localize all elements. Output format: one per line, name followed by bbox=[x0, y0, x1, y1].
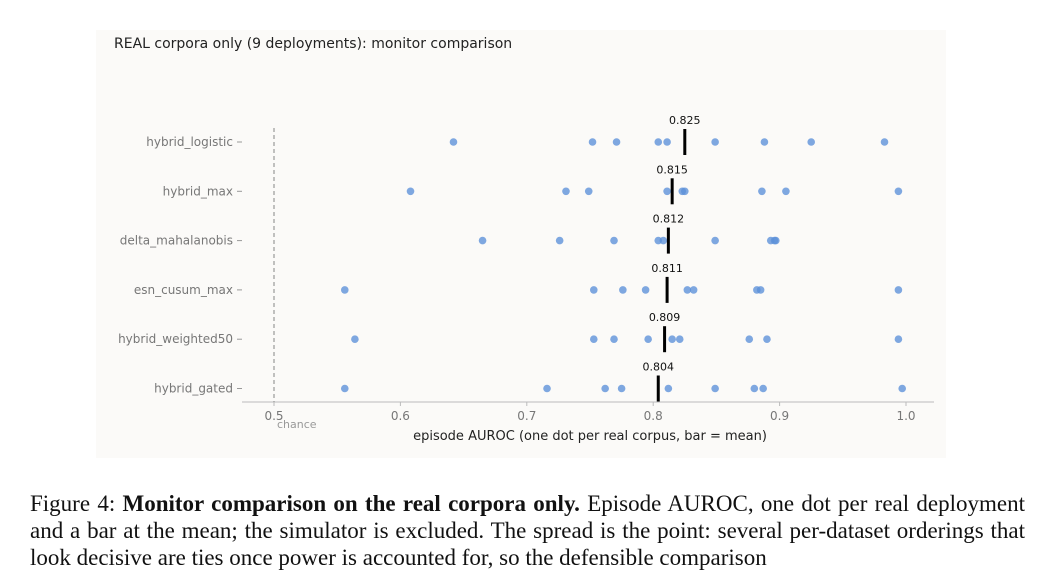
x-tick-label: 0.5 bbox=[264, 409, 283, 423]
data-point bbox=[668, 335, 676, 344]
data-point bbox=[562, 187, 570, 196]
data-point bbox=[663, 138, 671, 146]
y-tick-label: hybrid_logistic bbox=[146, 135, 233, 149]
data-point bbox=[351, 335, 359, 344]
data-point bbox=[711, 138, 719, 146]
data-point bbox=[894, 187, 903, 196]
y-tick-label: esn_cusum_max bbox=[134, 283, 233, 297]
data-point bbox=[880, 138, 889, 146]
figure-caption: Figure 4: Monitor comparison on the real… bbox=[30, 490, 1025, 571]
y-tick-label: hybrid_weighted50 bbox=[118, 332, 233, 346]
caption-bold: Monitor comparison on the real corpora o… bbox=[122, 491, 580, 516]
mean-label: 0.825 bbox=[669, 114, 701, 127]
data-point bbox=[759, 384, 767, 393]
x-axis-label: episode AUROC (one dot per real corpus, … bbox=[413, 429, 767, 444]
data-point bbox=[664, 384, 673, 393]
data-point bbox=[641, 286, 650, 294]
x-tick-label: 0.6 bbox=[391, 409, 410, 423]
data-point bbox=[760, 138, 769, 146]
x-tick-label: 1.0 bbox=[896, 409, 915, 423]
data-point bbox=[782, 187, 790, 196]
data-point bbox=[617, 384, 626, 393]
data-point bbox=[675, 335, 684, 344]
data-point bbox=[654, 138, 663, 146]
data-point bbox=[659, 236, 668, 245]
data-point bbox=[894, 335, 903, 344]
data-point bbox=[807, 138, 815, 146]
mean-label: 0.811 bbox=[651, 262, 683, 275]
data-point bbox=[763, 335, 771, 344]
y-tick-label: hybrid_gated bbox=[154, 382, 233, 396]
x-tick-label: 0.8 bbox=[644, 409, 663, 423]
chart-figure: chance 0.5 0.6 0.7 0.8 0.9 1.0 episode AUROC (o… bbox=[96, 30, 946, 458]
mean-label: 0.812 bbox=[653, 213, 685, 226]
data-point bbox=[543, 384, 551, 393]
chart-title: REAL corpora only (9 deployments): monit… bbox=[114, 36, 513, 52]
data-point bbox=[610, 335, 618, 344]
data-point bbox=[758, 187, 766, 196]
data-point bbox=[589, 286, 598, 294]
data-point bbox=[683, 286, 692, 294]
caption-label: Figure 4: bbox=[30, 491, 116, 516]
chance-label: chance bbox=[277, 418, 317, 431]
data-point bbox=[663, 187, 671, 196]
data-point bbox=[612, 138, 621, 146]
data-point bbox=[340, 286, 349, 294]
data-point bbox=[619, 286, 627, 294]
data-point bbox=[894, 286, 903, 294]
mean-label: 0.804 bbox=[643, 361, 675, 374]
data-point bbox=[610, 236, 618, 245]
data-point bbox=[478, 236, 487, 245]
data-point bbox=[555, 236, 564, 245]
data-point bbox=[644, 335, 652, 344]
y-tick-label: hybrid_max bbox=[163, 184, 233, 198]
data-point bbox=[588, 138, 597, 146]
data-point bbox=[898, 384, 907, 393]
y-tick-label: delta_mahalanobis bbox=[120, 234, 233, 248]
data-point bbox=[689, 286, 698, 294]
data-point bbox=[745, 335, 754, 344]
data-point bbox=[584, 187, 593, 196]
data-point bbox=[711, 384, 719, 393]
data-point bbox=[756, 286, 765, 294]
data-point bbox=[589, 335, 598, 344]
x-tick-label: 0.7 bbox=[517, 409, 536, 423]
x-tick-label: 0.9 bbox=[770, 409, 789, 423]
data-point bbox=[449, 138, 458, 146]
data-point bbox=[772, 236, 780, 245]
data-point bbox=[340, 384, 349, 393]
data-point bbox=[681, 187, 689, 196]
data-point bbox=[711, 236, 719, 245]
data-point bbox=[406, 187, 415, 196]
data-point bbox=[750, 384, 759, 393]
mean-label: 0.809 bbox=[649, 311, 681, 324]
data-point bbox=[601, 384, 609, 393]
mean-label: 0.815 bbox=[656, 163, 688, 176]
